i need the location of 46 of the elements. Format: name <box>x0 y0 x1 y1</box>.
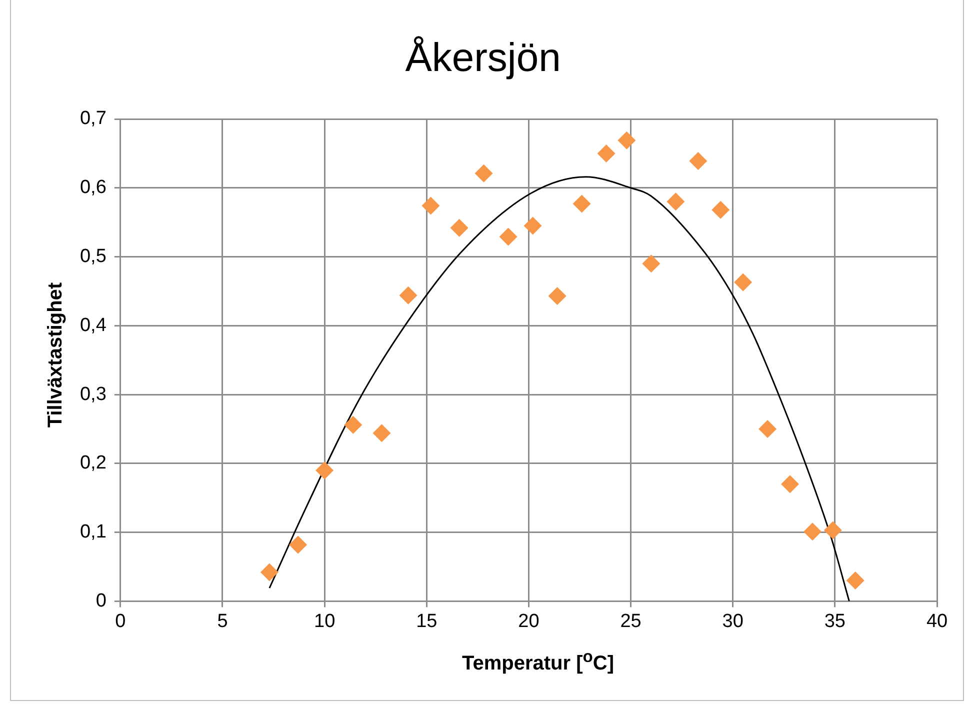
x-tick-label: 30 <box>722 610 744 632</box>
point <box>399 286 418 304</box>
point <box>422 196 440 215</box>
x-tick-label: 20 <box>518 610 540 632</box>
point <box>642 254 660 273</box>
point <box>572 194 591 213</box>
x-tick-label: 15 <box>416 610 438 632</box>
x-tick-label: 35 <box>824 610 846 632</box>
point <box>846 572 864 590</box>
point <box>372 424 391 442</box>
x-tick-label: 0 <box>115 610 126 632</box>
point <box>712 200 730 219</box>
line-series <box>268 176 850 602</box>
point <box>344 416 362 434</box>
y-tick-label: 0,3 <box>80 384 106 405</box>
y-axis-title: Tillväxtastighet <box>44 282 68 428</box>
point <box>666 192 685 211</box>
point <box>597 144 616 162</box>
point <box>524 216 542 235</box>
x-tick-label: 5 <box>217 610 228 632</box>
point <box>474 164 493 182</box>
point <box>618 131 636 150</box>
y-tick-label: 0,2 <box>80 452 106 474</box>
point <box>499 228 518 246</box>
point <box>548 287 566 306</box>
x-tick-label: 10 <box>314 610 336 632</box>
chart-title: Åkersjön <box>404 36 562 81</box>
point <box>289 536 308 554</box>
y-tick-label: 0,4 <box>80 314 107 336</box>
y-tick-label: 0,6 <box>80 177 106 198</box>
x-tick-label: 40 <box>926 610 948 632</box>
point <box>803 522 822 541</box>
y-tick-label: 0 <box>96 590 106 612</box>
point <box>260 563 278 582</box>
point <box>824 521 842 540</box>
point <box>450 218 468 237</box>
point <box>781 475 800 494</box>
point <box>689 152 708 170</box>
x-tick-label: 25 <box>620 610 642 632</box>
y-tick-label: 0,5 <box>80 246 106 268</box>
point <box>758 420 777 438</box>
point <box>734 273 752 292</box>
point <box>316 461 334 480</box>
x-axis-title: Temperatur [$^{o}$C] <box>460 647 616 676</box>
y-tick-label: 0,1 <box>80 522 106 543</box>
y-tick-label: 0,7 <box>80 108 106 130</box>
